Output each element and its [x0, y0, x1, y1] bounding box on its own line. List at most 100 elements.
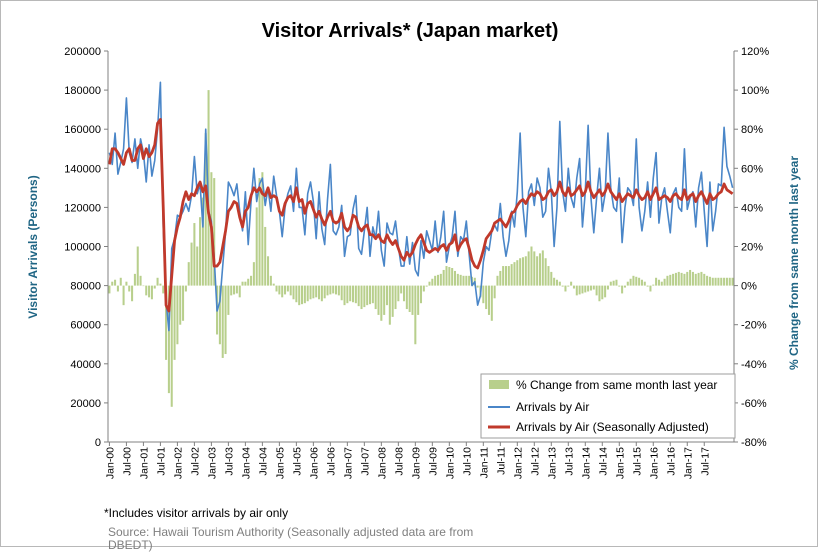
- pct-change-bar: [289, 285, 292, 296]
- pct-change-bar: [326, 285, 329, 296]
- pct-change-bar: [646, 285, 649, 287]
- pct-change-bar: [241, 281, 244, 286]
- x-tick-label: Jan-09: [410, 447, 422, 479]
- x-tick-label: Jul-13: [563, 447, 575, 476]
- pct-change-bar: [329, 285, 332, 295]
- pct-change-bar: [482, 285, 485, 304]
- pct-change-bar: [689, 269, 692, 286]
- pct-change-bar: [139, 275, 142, 286]
- pct-change-bar: [550, 271, 553, 286]
- pct-change-bar: [357, 285, 360, 307]
- pct-change-bar: [162, 285, 165, 294]
- pct-change-bar: [122, 285, 125, 306]
- y-tick-label: 160000: [64, 124, 101, 136]
- pct-change-bar: [184, 285, 187, 292]
- x-tick-label: Jul-05: [291, 447, 303, 476]
- pct-change-bar: [669, 274, 672, 286]
- pct-change-bar: [108, 285, 111, 294]
- pct-change-bar: [199, 217, 202, 286]
- pct-change-bar: [544, 258, 547, 286]
- pct-change-bar: [224, 285, 227, 355]
- pct-change-bar: [487, 285, 490, 315]
- pct-change-bar: [516, 260, 519, 286]
- pct-change-bar: [604, 285, 607, 298]
- pct-change-bar: [451, 268, 454, 286]
- x-tick-label: Jan-11: [478, 447, 490, 478]
- pct-change-bar: [306, 285, 309, 302]
- x-tick-label: Jul-00: [121, 447, 133, 476]
- x-tick-label: Jan-01: [138, 447, 150, 479]
- x-tick-label: Jul-14: [597, 447, 609, 476]
- pct-change-bar: [575, 285, 578, 296]
- x-tick-label: Jan-13: [546, 447, 558, 479]
- pct-change-bar: [714, 277, 717, 286]
- pct-change-bar: [252, 262, 255, 286]
- y-tick-label: 180000: [64, 85, 101, 97]
- pct-change-bar: [496, 275, 499, 286]
- pct-change-bar: [417, 285, 420, 315]
- pct-change-bar: [408, 285, 411, 312]
- source-line: Source: Hawaii Tourism Authority (Season…: [108, 525, 474, 539]
- pct-change-bar: [315, 285, 318, 298]
- pct-change-bar: [119, 277, 122, 286]
- y2-tick-label: -20%: [741, 320, 767, 332]
- y2-tick-label: 40%: [741, 202, 763, 214]
- pct-change-bar: [510, 264, 513, 286]
- pct-change-bar: [349, 285, 352, 302]
- x-tick-label: Jul-16: [665, 447, 677, 476]
- pct-change-bar: [383, 285, 386, 315]
- x-tick-label: Jul-06: [325, 447, 337, 476]
- x-tick-label: Jan-07: [342, 447, 354, 479]
- pct-change-bar: [674, 272, 677, 286]
- x-tick-label: Jan-04: [240, 447, 252, 479]
- pct-change-bar: [615, 279, 618, 286]
- pct-change-bar: [284, 285, 287, 295]
- pct-change-bar: [589, 285, 592, 291]
- pct-change-bar: [553, 277, 556, 286]
- pct-change-bar: [281, 285, 284, 298]
- x-tick-label: Jul-02: [189, 447, 201, 476]
- y-tick-label: 200000: [64, 46, 101, 58]
- pct-change-bar: [411, 285, 414, 315]
- x-tick-label: Jul-15: [631, 447, 643, 476]
- x-tick-label: Jul-01: [155, 447, 167, 476]
- pct-change-bar: [179, 285, 182, 325]
- x-tick-label: Jan-03: [206, 447, 218, 479]
- pct-change-bar: [657, 279, 660, 286]
- pct-change-bar: [269, 275, 272, 286]
- pct-change-bar: [465, 275, 468, 286]
- pct-change-bar: [346, 285, 349, 304]
- pct-change-bar: [711, 277, 714, 286]
- pct-change-bar: [295, 285, 298, 303]
- pct-change-bar: [626, 281, 629, 286]
- pct-change-bar: [150, 285, 153, 300]
- pct-change-bar: [133, 273, 136, 286]
- pct-change-bar: [507, 266, 510, 286]
- pct-change-bar: [502, 266, 505, 286]
- pct-change-bar: [638, 277, 641, 286]
- pct-change-bar: [524, 256, 527, 286]
- pct-change-bar: [468, 275, 471, 286]
- pct-change-bar: [156, 277, 159, 286]
- pct-change-bar: [261, 172, 264, 286]
- pct-change-bar: [635, 276, 638, 286]
- chart-title: Visitor Arrivals* (Japan market): [262, 20, 559, 42]
- pct-change-bar: [136, 246, 139, 286]
- pct-change-bar: [530, 246, 533, 286]
- pct-change-bar: [462, 275, 465, 286]
- pct-change-bar: [204, 133, 207, 286]
- pct-change-bar: [190, 242, 193, 286]
- pct-change-bar: [278, 285, 281, 295]
- y-tick-label: 80000: [70, 281, 101, 293]
- pct-change-bar: [116, 285, 119, 292]
- y-tick-label: 120000: [64, 202, 101, 214]
- x-tick-label: Jul-07: [359, 447, 371, 476]
- pct-change-bar: [431, 278, 434, 286]
- pct-change-bar: [258, 178, 261, 286]
- pct-change-bar: [584, 285, 587, 293]
- pct-change-bar: [731, 277, 734, 286]
- pct-change-bar: [570, 281, 573, 286]
- pct-change-bar: [363, 285, 366, 308]
